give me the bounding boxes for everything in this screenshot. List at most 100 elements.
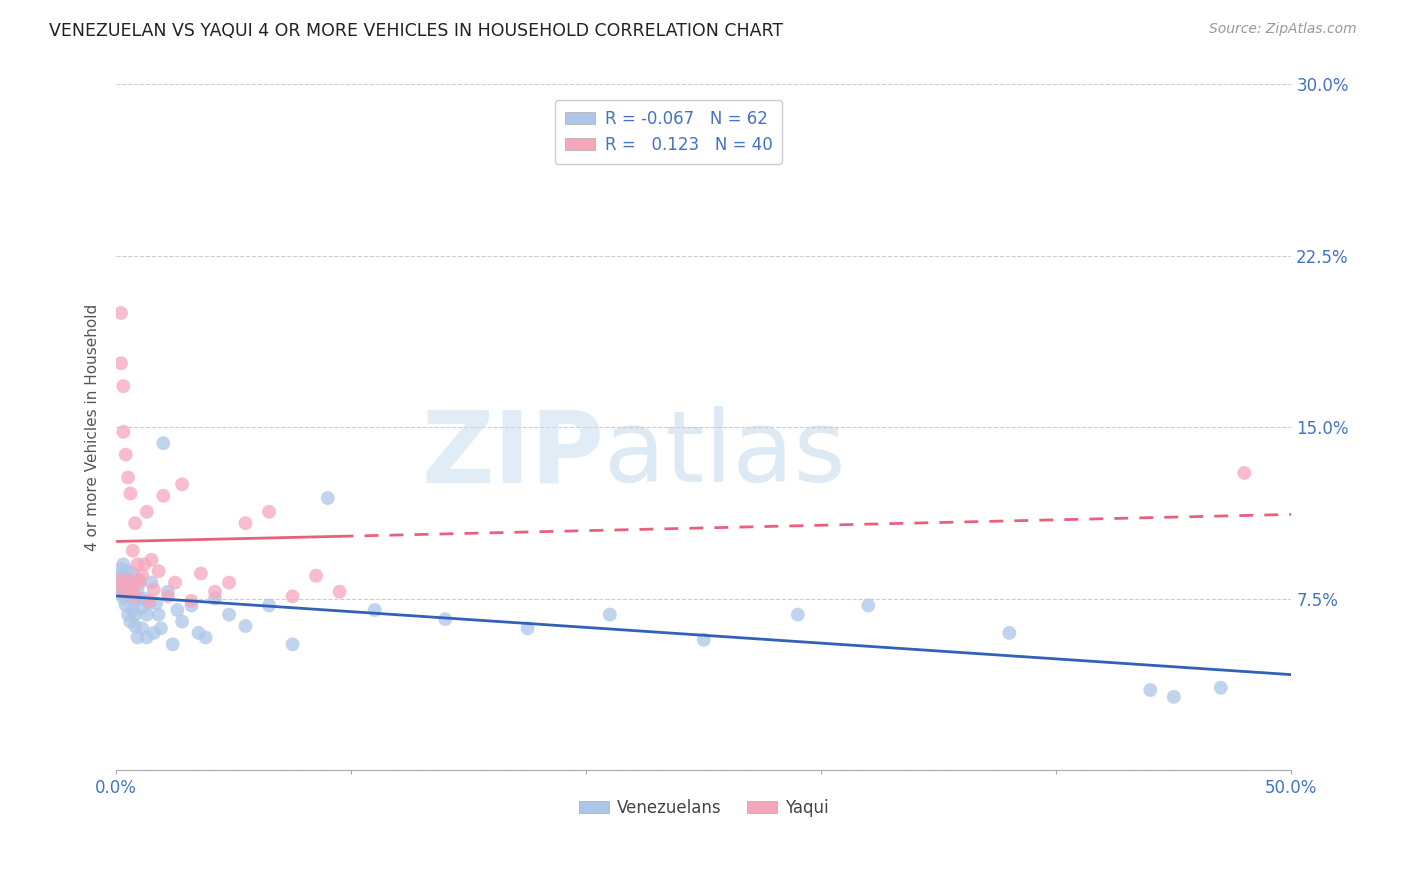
Point <box>145 596 167 610</box>
Point <box>135 631 157 645</box>
Point <box>148 564 170 578</box>
Point <box>1139 683 1161 698</box>
Point <box>858 599 880 613</box>
Point <box>170 477 193 491</box>
Point <box>107 584 129 599</box>
Point <box>180 594 202 608</box>
Point <box>128 591 150 606</box>
Point <box>204 584 226 599</box>
Point <box>156 590 179 604</box>
Point <box>364 603 387 617</box>
Point <box>156 584 179 599</box>
Point <box>112 558 135 572</box>
Point <box>112 582 135 597</box>
Point <box>107 574 129 588</box>
Point <box>112 591 135 606</box>
Point <box>117 607 139 622</box>
Point <box>114 448 136 462</box>
Point <box>194 631 217 645</box>
Point <box>124 516 146 531</box>
Point <box>117 564 139 578</box>
Point <box>693 632 716 647</box>
Point <box>141 553 163 567</box>
Point <box>128 574 150 588</box>
Point <box>110 306 132 320</box>
Point <box>204 591 226 606</box>
Point <box>124 594 146 608</box>
Point <box>114 599 136 613</box>
Point <box>120 486 142 500</box>
Point <box>141 575 163 590</box>
Point <box>235 516 257 531</box>
Point <box>1163 690 1185 704</box>
Point <box>117 470 139 484</box>
Point <box>131 568 153 582</box>
Point <box>121 575 143 590</box>
Point <box>127 574 149 588</box>
Point <box>281 637 304 651</box>
Point <box>190 566 212 581</box>
Point <box>786 607 808 622</box>
Point <box>127 631 149 645</box>
Point <box>110 356 132 370</box>
Point <box>163 575 186 590</box>
Point <box>516 621 538 635</box>
Point <box>142 582 165 597</box>
Point <box>316 491 339 505</box>
Point <box>149 621 172 635</box>
Point <box>218 607 240 622</box>
Point <box>127 558 149 572</box>
Point <box>138 594 160 608</box>
Point <box>121 584 143 599</box>
Legend: Venezuelans, Yaqui: Venezuelans, Yaqui <box>572 792 835 823</box>
Point <box>120 584 142 599</box>
Point <box>599 607 621 622</box>
Point <box>328 584 350 599</box>
Point <box>434 612 457 626</box>
Point <box>127 582 149 597</box>
Point <box>257 505 280 519</box>
Text: atlas: atlas <box>605 406 845 503</box>
Point <box>110 568 132 582</box>
Point <box>124 619 146 633</box>
Point <box>135 607 157 622</box>
Point <box>134 558 156 572</box>
Point <box>121 603 143 617</box>
Point <box>114 584 136 599</box>
Point <box>218 575 240 590</box>
Point <box>134 591 156 606</box>
Point <box>170 615 193 629</box>
Point <box>112 425 135 439</box>
Point <box>124 590 146 604</box>
Point <box>1233 466 1256 480</box>
Point <box>1209 681 1232 695</box>
Point <box>257 599 280 613</box>
Point <box>187 626 209 640</box>
Point <box>107 575 129 590</box>
Point <box>131 600 153 615</box>
Point <box>135 505 157 519</box>
Point <box>166 603 188 617</box>
Point <box>121 543 143 558</box>
Point <box>148 607 170 622</box>
Point <box>124 607 146 622</box>
Point <box>128 575 150 590</box>
Y-axis label: 4 or more Vehicles in Household: 4 or more Vehicles in Household <box>86 303 100 551</box>
Point <box>142 626 165 640</box>
Point <box>114 574 136 588</box>
Point <box>281 590 304 604</box>
Point <box>162 637 184 651</box>
Point <box>998 626 1021 640</box>
Point <box>235 619 257 633</box>
Point <box>110 580 132 594</box>
Point <box>152 489 174 503</box>
Point <box>117 574 139 588</box>
Text: VENEZUELAN VS YAQUI 4 OR MORE VEHICLES IN HOUSEHOLD CORRELATION CHART: VENEZUELAN VS YAQUI 4 OR MORE VEHICLES I… <box>49 22 783 40</box>
Point <box>121 566 143 581</box>
Point <box>120 580 142 594</box>
Point <box>305 568 328 582</box>
Point <box>112 379 135 393</box>
Text: Source: ZipAtlas.com: Source: ZipAtlas.com <box>1209 22 1357 37</box>
Point <box>107 580 129 594</box>
Point <box>152 436 174 450</box>
